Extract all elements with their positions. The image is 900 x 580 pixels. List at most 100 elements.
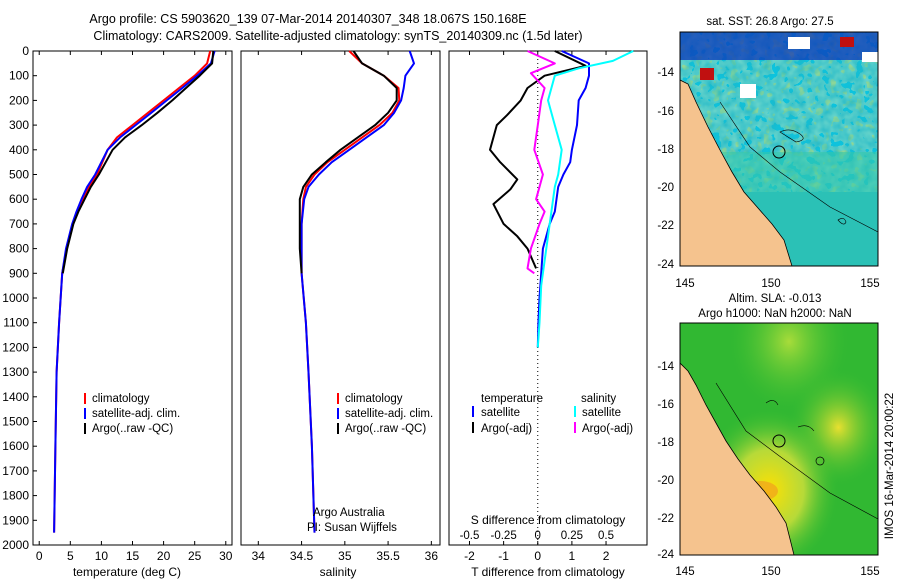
- sst-isobath: [719, 101, 878, 233]
- y-tick-label: 1000: [2, 291, 29, 305]
- x-tick-label: 25: [188, 549, 202, 563]
- y-tick-label: 1700: [2, 464, 29, 478]
- sla-lat-tick: -22: [657, 513, 674, 525]
- temperature-x-axis: 0 5 10 15 20 25 30: [36, 51, 233, 563]
- y-tick-label: 0: [22, 44, 29, 58]
- sst-hot-patch: [700, 68, 714, 80]
- sla-isobath: [715, 382, 878, 520]
- x-tick-label: 1: [569, 549, 576, 563]
- series-line-climatology: [53, 50, 212, 533]
- temperature-legend: climatology satellite-adj. clim. Argo(..…: [84, 393, 180, 435]
- salinity-xlabel: salinity: [320, 565, 357, 579]
- sst-reef: [779, 129, 804, 143]
- sst-cloud-gap: [862, 52, 878, 62]
- sst-lat-tick: -16: [657, 106, 674, 118]
- temperature-series: [53, 50, 216, 533]
- salinity-series: [298, 50, 415, 533]
- y-tick-label: 500: [9, 168, 29, 182]
- sst-map-panel: sat. SST: 26.8 Argo: 27.5: [657, 16, 879, 290]
- y-tick-label: 300: [9, 118, 29, 132]
- y-tick-label: 2000: [2, 538, 29, 552]
- sst-cloud-gap: [740, 84, 756, 98]
- y-tick-label: 1400: [2, 390, 29, 404]
- y-tick-label: 200: [9, 93, 29, 107]
- x-tick-label: 30: [219, 549, 233, 563]
- legend-label-satellite: satellite-adj. clim.: [92, 408, 180, 420]
- difference-xlabel: T difference from climatology: [471, 565, 625, 579]
- title-line-2: Climatology: CARS2009. Satellite-adjuste…: [93, 29, 582, 43]
- y-tick-label: 700: [9, 217, 29, 231]
- salinity-legend: climatology satellite-adj. clim. Argo(..…: [337, 393, 433, 435]
- salinity-panel: 34 34.5 35 35.5 36 salinity climatology sate…: [240, 50, 441, 579]
- y-tick-label: 100: [9, 69, 29, 83]
- series-line-salinity-satellite: [536, 50, 634, 348]
- sla-reef: [765, 400, 815, 432]
- sla-map: [680, 323, 878, 555]
- sst-lat-tick: -24: [657, 259, 674, 271]
- sst-map-frame: [679, 31, 879, 267]
- y-tick-label: 1600: [2, 439, 29, 453]
- sla-lat-tick: -14: [657, 361, 674, 373]
- y-tick-label: 1300: [2, 365, 29, 379]
- x-tick-label: 2: [603, 549, 610, 563]
- y-tick-label: 1100: [3, 316, 29, 330]
- legend-label-t-satellite: satellite: [481, 407, 520, 419]
- y-tick-label: 1800: [2, 489, 29, 503]
- sla-lat-tick: -24: [657, 549, 674, 561]
- credit-org: Argo Australia: [313, 507, 385, 519]
- sst-lon-ticks: 145 150 155: [675, 278, 879, 290]
- sla-map-subtitle: Argo h1000: NaN h2000: NaN: [698, 308, 851, 320]
- sla-lat-ticks: -14 -16 -18 -20 -22 -24: [657, 361, 674, 561]
- sla-map-panel: Altim. SLA: -0.013 Argo h1000: NaN h2000…: [657, 293, 879, 578]
- legend-title-salinity: salinity: [581, 393, 616, 405]
- x-tick-label: 10: [95, 549, 109, 563]
- sla-reef: [815, 456, 825, 466]
- sla-lat-tick: -16: [657, 399, 674, 411]
- series-line-argo-raw-qc: [61, 50, 215, 274]
- difference-panel: -2 -1 0 1 2 -0.5 -0.25 0 0.25 0.5 T difference f…: [448, 50, 648, 579]
- legend-label-argo: Argo(..raw -QC): [345, 423, 426, 435]
- legend-title-temperature: temperature: [481, 393, 543, 405]
- s-diff-tick-label: 0.25: [561, 530, 583, 542]
- series-line-temperature-argo-adj: [489, 50, 587, 269]
- sla-lon-tick: 145: [675, 566, 694, 578]
- sst-cloud-gap: [788, 37, 810, 49]
- x-tick-label: 35.5: [376, 549, 400, 563]
- sst-lon-tick: 150: [761, 278, 780, 290]
- temperature-panel: 0100200300400500600700800900100011001200…: [2, 44, 232, 579]
- sst-map: [680, 32, 878, 266]
- x-tick-label: 15: [126, 549, 140, 563]
- legend-label-satellite: satellite-adj. clim.: [345, 408, 433, 420]
- y-tick-label: 1900: [2, 513, 29, 527]
- legend-label-s-satellite: satellite: [582, 407, 621, 419]
- y-tick-label: 900: [9, 266, 29, 280]
- x-tick-label: -1: [498, 549, 509, 563]
- series-line-temperature-satellite: [536, 50, 590, 348]
- temperature-xlabel: temperature (deg C): [73, 565, 181, 579]
- x-tick-label: 35: [338, 549, 352, 563]
- sla-lat-tick: -18: [657, 437, 674, 449]
- y-tick-label: 800: [9, 242, 29, 256]
- s-diff-tick-label: -0.25: [491, 530, 517, 542]
- difference-axes-frame: [448, 50, 648, 546]
- x-tick-label: 34.5: [290, 549, 314, 563]
- sst-map-title: sat. SST: 26.8 Argo: 27.5: [706, 16, 833, 28]
- difference-x-axis: -2 -1 0 1 2: [464, 51, 610, 563]
- series-line-satellite-adj-clim: [300, 50, 415, 533]
- sla-map-title: Altim. SLA: -0.013: [729, 293, 822, 305]
- argo-location-marker: [772, 145, 786, 159]
- x-tick-label: 34: [252, 549, 266, 563]
- sla-lon-ticks: 145 150 155: [675, 566, 879, 578]
- sst-lon-tick: 145: [675, 278, 694, 290]
- salinity-axes-frame: [240, 50, 441, 546]
- legend-label-climatology: climatology: [92, 393, 150, 405]
- sst-lat-tick: -20: [657, 182, 674, 194]
- y-tick-label: 600: [9, 192, 29, 206]
- sst-lat-tick: -14: [657, 67, 674, 79]
- difference-series: [489, 50, 634, 348]
- y-tick-label: 400: [9, 143, 29, 157]
- x-tick-label: 5: [67, 549, 74, 563]
- argo-location-marker: [772, 434, 786, 448]
- sst-land: [680, 79, 793, 266]
- y-tick-label: 1500: [2, 415, 29, 429]
